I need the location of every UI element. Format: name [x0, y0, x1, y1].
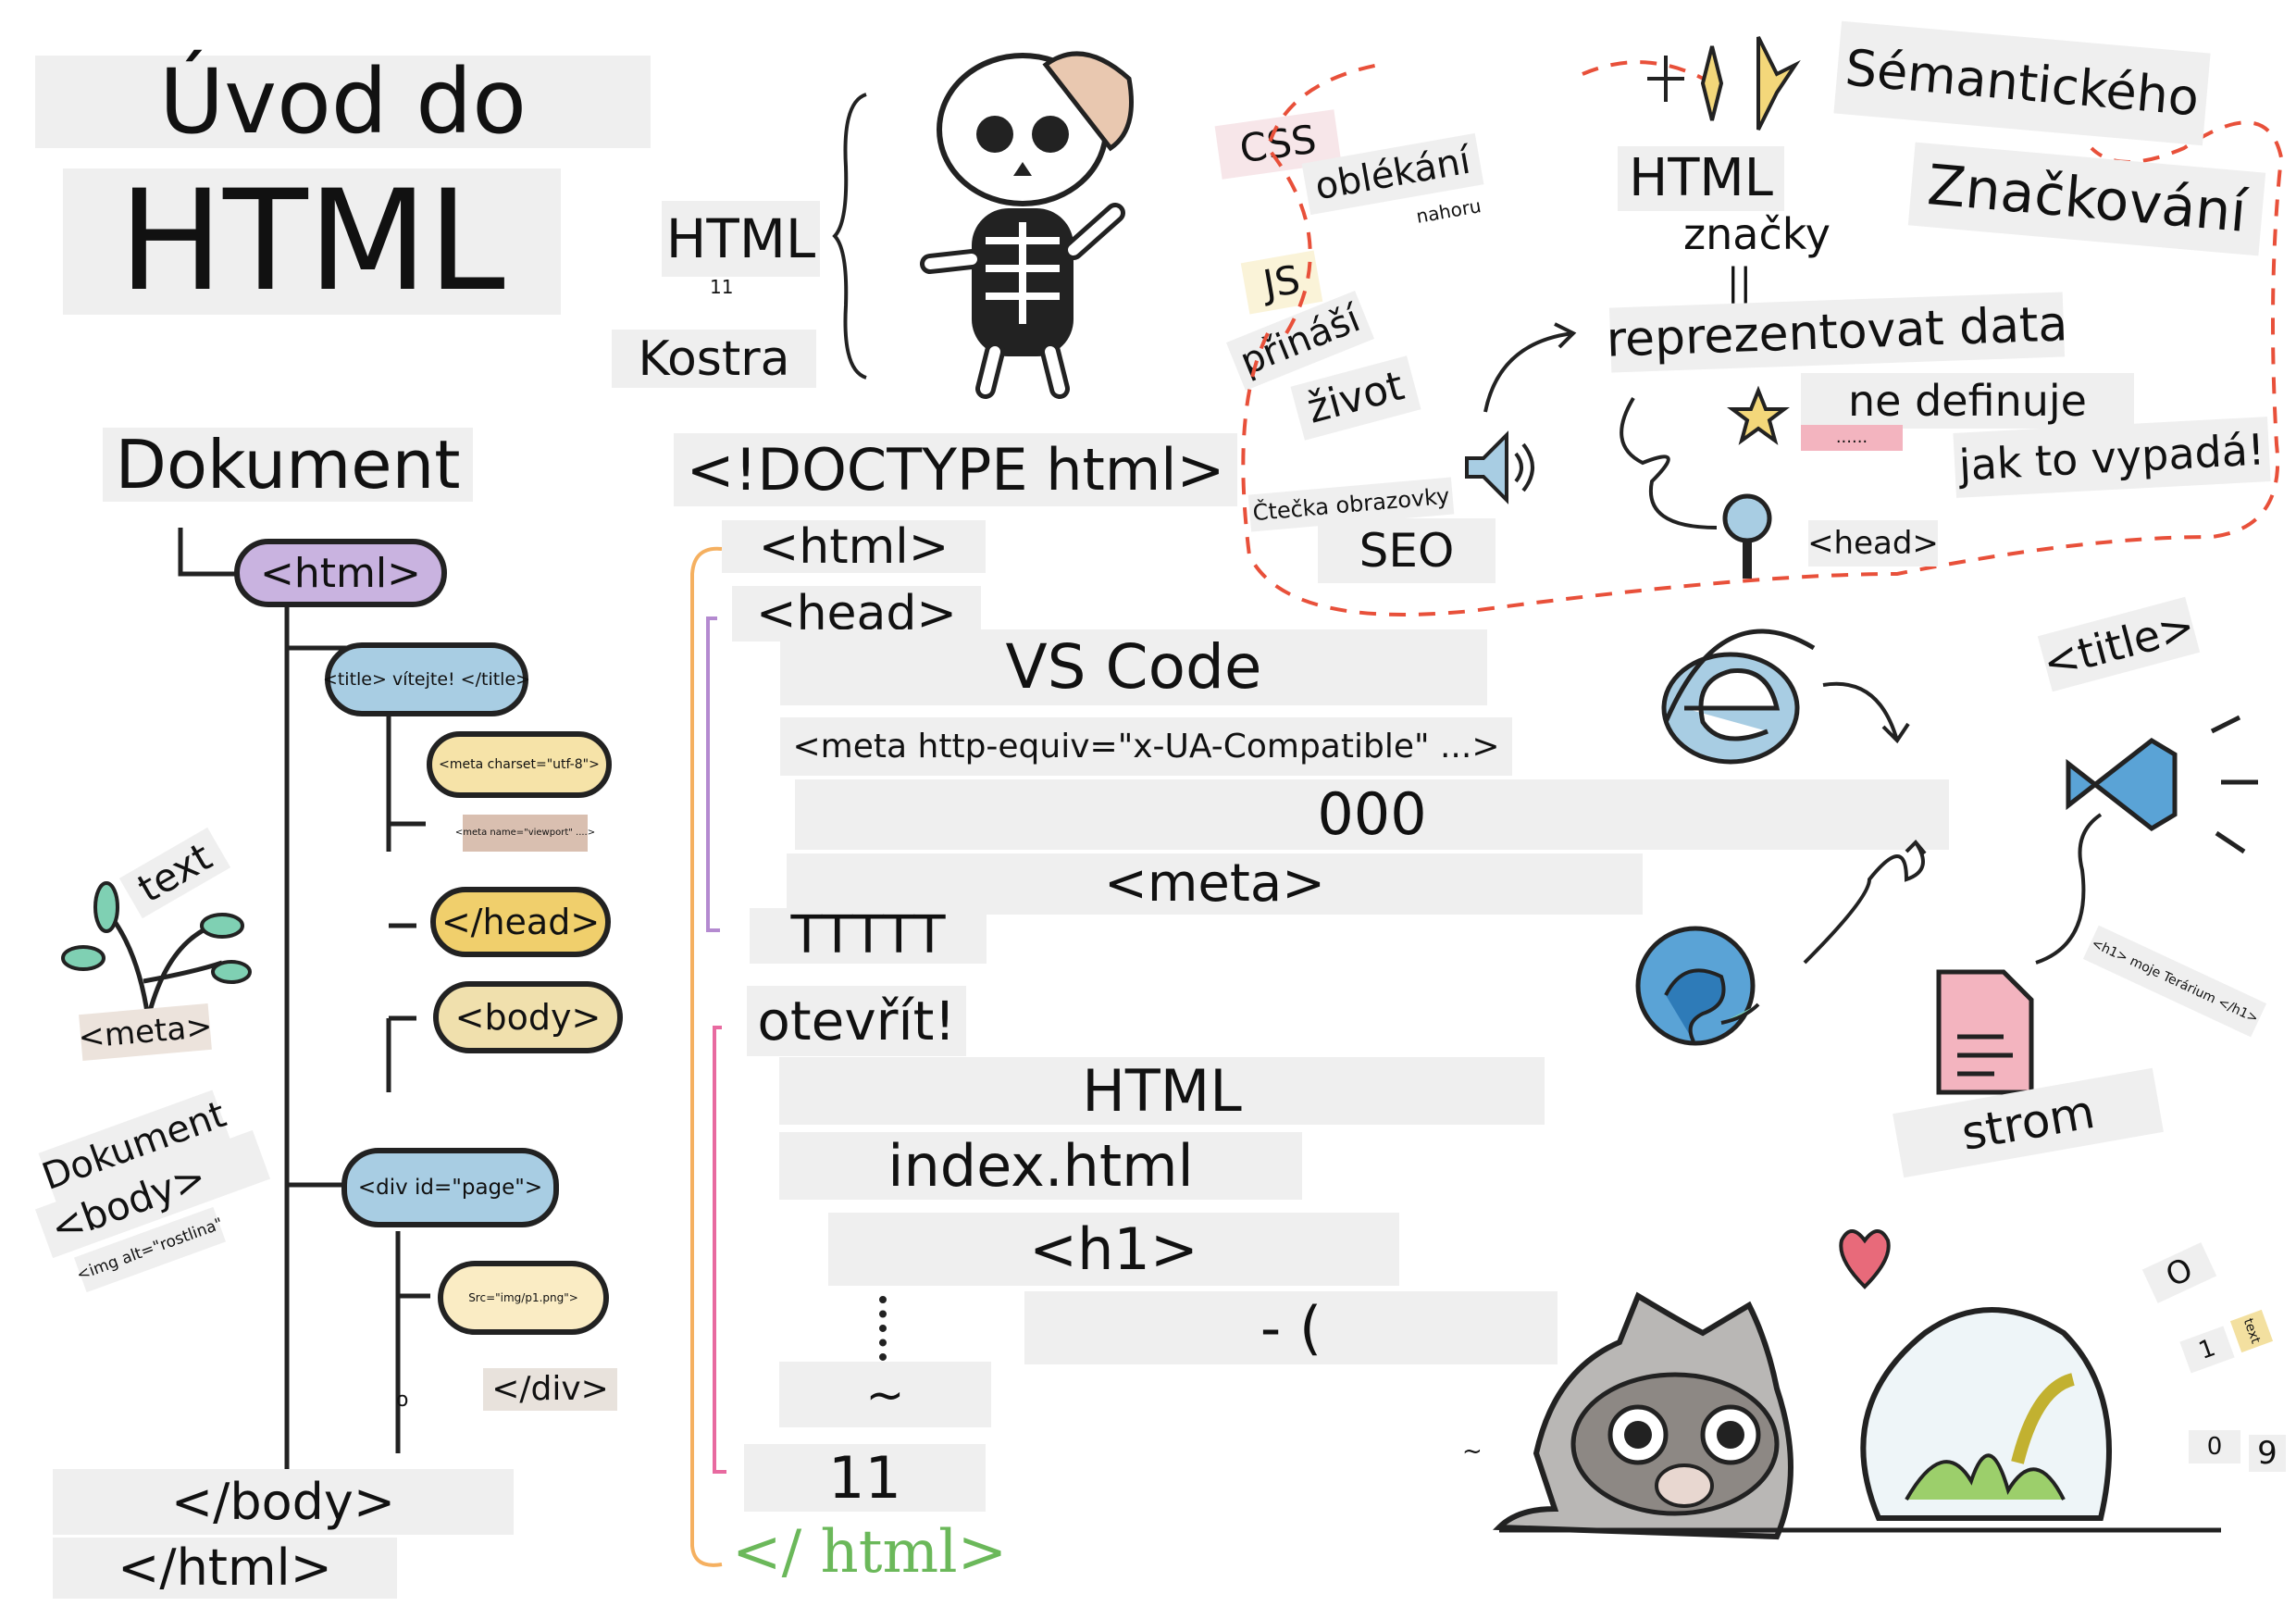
tree-o: o [396, 1389, 409, 1412]
tree-lines [178, 528, 430, 1518]
code-dash: - ( [1024, 1291, 1558, 1364]
dots-label: ...... [1801, 425, 1903, 451]
edge-logo-icon [1635, 926, 1760, 1046]
code-eleven: 11 [744, 1444, 986, 1512]
code-ellipsis [879, 1296, 894, 1361]
html-close: </html> [53, 1538, 397, 1599]
num-o: O [2141, 1242, 2217, 1303]
document-icon [1936, 969, 2034, 1095]
curly-arrow-icon [1620, 396, 1718, 529]
rays-icon [2210, 715, 2258, 854]
tree-node-div-close: </div> [483, 1368, 617, 1411]
vscode-logo-icon [2066, 737, 2178, 832]
code-brackets [690, 546, 726, 1567]
code-html-close-hand: </ html> [732, 1518, 1008, 1587]
code-doctype: <!DOCTYPE html> [674, 433, 1237, 506]
raccoon-icon [1492, 1291, 1793, 1540]
num-nine: 9 [2249, 1435, 2286, 1472]
sparkle-icon [1647, 36, 1801, 131]
terrarium-icon [1860, 1307, 2112, 1521]
tree-node-div: <div id="page"> [341, 1148, 559, 1227]
ie-logo-icon [1661, 629, 1816, 765]
skeleton-icon [920, 51, 1134, 399]
h1-tag-label: <h1> moje Terárium </h1> [2082, 925, 2267, 1038]
num-zero: 0 [2189, 1430, 2240, 1463]
tree-node-meta-viewport: <meta name="viewport" ....> [455, 815, 595, 852]
magnifier-icon [1722, 493, 1772, 579]
tilde-mark: ~ [1462, 1438, 1483, 1465]
table-line [1499, 1527, 2221, 1533]
code-ttttt: TTTTT [750, 908, 987, 964]
tree-heading: Dokument [103, 428, 473, 502]
num-one: 1 [2179, 1326, 2235, 1374]
tree-node-html: <html> [234, 539, 447, 607]
code-html: <html> [722, 520, 986, 573]
equals-sign: || [1727, 261, 1752, 304]
semantic-html: HTML [1618, 146, 1784, 211]
code-tilde: ~ [779, 1362, 991, 1427]
title-line2: HTML [63, 168, 561, 315]
tree-node-title: <title> vítejte! </title> [323, 642, 530, 716]
tree-node-body: <body> [433, 981, 623, 1053]
title-line1: Úvod do [35, 56, 651, 148]
html-label: HTML [662, 201, 820, 277]
code-zeros: 000 [795, 779, 1949, 850]
body-close: </body> [53, 1469, 514, 1535]
num-text: text [2229, 1309, 2274, 1353]
semantic-znacky: značky [1683, 209, 1831, 259]
code-meta: <meta> [787, 853, 1643, 915]
arrow-icon [1483, 322, 1577, 413]
code-otevrit: otevřít! [747, 986, 966, 1056]
code-index: index.html [779, 1132, 1302, 1200]
speaker-icon [1465, 430, 1534, 504]
code-vscode: VS Code [780, 629, 1487, 705]
head-tag-label: <head> [1807, 520, 1939, 567]
kostra-label: Kostra [612, 330, 816, 388]
tree-node-img-src: Src="img/p1.png"> [438, 1261, 609, 1335]
code-html-2: HTML [779, 1057, 1545, 1125]
dashed-border [1241, 60, 2284, 616]
html-number: 11 [710, 276, 734, 298]
brace-icon [832, 93, 867, 380]
tree-node-meta-charset: <meta charset="utf-8"> [427, 731, 612, 798]
ne-definuje-label: ne definuje [1801, 373, 2134, 429]
code-h1: <h1> [828, 1213, 1399, 1286]
arrows-icon [1803, 681, 2103, 965]
plant-icon [61, 881, 252, 1019]
star-icon [1727, 385, 1790, 445]
seo-label: SEO [1318, 518, 1496, 583]
tree-node-head-close: </head> [430, 887, 611, 957]
heart-icon [1839, 1229, 1891, 1289]
code-meta-http: <meta http-equiv="x-UA-Compatible" ...> [780, 717, 1512, 776]
